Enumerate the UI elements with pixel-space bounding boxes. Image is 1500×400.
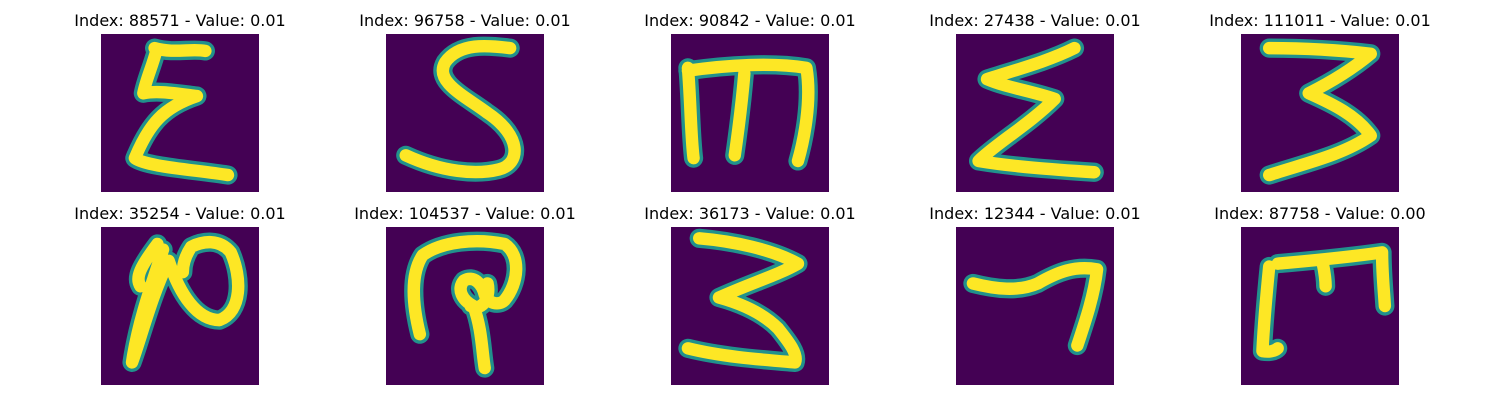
panel-3: Index: 90842 - Value: 0.01	[600, 0, 900, 192]
panel-title: Index: 104537 - Value: 0.01	[354, 204, 576, 223]
panel-8: Index: 36173 - Value: 0.01	[600, 193, 900, 385]
panel-title: Index: 36173 - Value: 0.01	[644, 204, 856, 223]
reversed-3-epsilon-icon	[101, 34, 259, 192]
panel-title: Index: 87758 - Value: 0.00	[1214, 204, 1426, 223]
loop-glyph-icon	[386, 227, 544, 385]
digit-3-icon	[1241, 34, 1399, 192]
panel-title: Index: 111011 - Value: 0.01	[1209, 11, 1431, 30]
sigma-icon	[956, 34, 1114, 192]
panel-10: Index: 87758 - Value: 0.00	[1170, 193, 1470, 385]
panel-5: Index: 111011 - Value: 0.01	[1170, 0, 1470, 192]
panel-1: Index: 88571 - Value: 0.01	[30, 0, 330, 192]
panel-title: Index: 27438 - Value: 0.01	[929, 11, 1141, 30]
panel-title: Index: 88571 - Value: 0.01	[74, 11, 286, 30]
panel-7: Index: 104537 - Value: 0.01	[315, 193, 615, 385]
panel-title: Index: 12344 - Value: 0.01	[929, 204, 1141, 223]
panel-title: Index: 96758 - Value: 0.01	[359, 11, 571, 30]
panel-6: Index: 35254 - Value: 0.01	[30, 193, 330, 385]
panel-4: Index: 27438 - Value: 0.01	[885, 0, 1185, 192]
panel-title: Index: 90842 - Value: 0.01	[644, 11, 856, 30]
letter-m-icon	[671, 34, 829, 192]
panel-title: Index: 35254 - Value: 0.01	[74, 204, 286, 223]
digit-3-variant-icon	[671, 227, 829, 385]
bracket-m-icon	[1241, 227, 1399, 385]
panel-9: Index: 12344 - Value: 0.01	[885, 193, 1185, 385]
digit-2-loop-icon	[101, 227, 259, 385]
digit-7-icon	[956, 227, 1114, 385]
letter-s-icon	[386, 34, 544, 192]
panel-2: Index: 96758 - Value: 0.01	[315, 0, 615, 192]
